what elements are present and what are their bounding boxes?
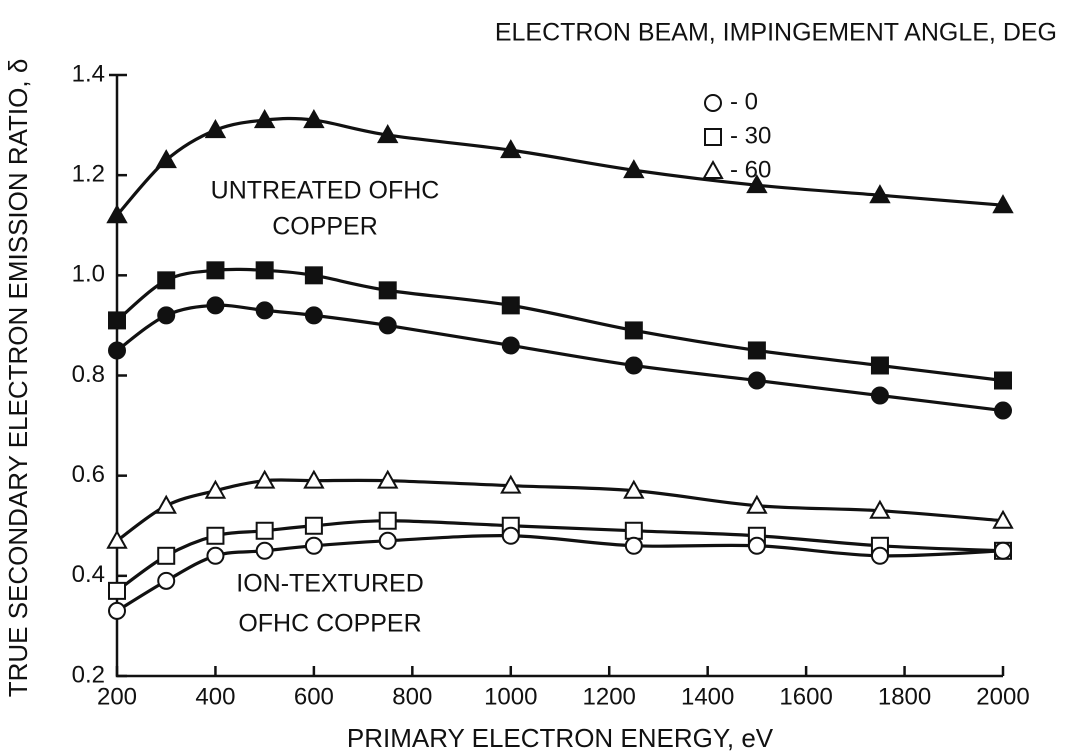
y-tick-label: 0.6 — [72, 461, 105, 488]
marker — [378, 281, 397, 300]
y-tick-label: 1.2 — [72, 161, 105, 188]
y-tick-label: 0.8 — [72, 361, 105, 388]
marker — [869, 499, 891, 519]
y-axis-label: TRUE SECONDARY ELECTRON EMISSION RATIO, … — [3, 59, 33, 698]
x-tick-label: 600 — [294, 683, 334, 710]
marker — [255, 261, 274, 280]
y-tick-label: 0.2 — [72, 661, 105, 688]
marker — [994, 371, 1012, 390]
y-tick-label: 0.4 — [72, 561, 105, 588]
marker — [206, 296, 225, 315]
x-axis-label: PRIMARY ELECTRON ENERGY, eV — [347, 723, 774, 753]
marker — [747, 536, 766, 555]
marker — [378, 531, 397, 550]
marker — [303, 469, 325, 489]
marker — [992, 509, 1014, 529]
marker — [870, 386, 889, 405]
legend-label: - 0 — [730, 88, 758, 115]
marker — [157, 306, 176, 325]
marker — [106, 529, 128, 549]
marker — [303, 109, 325, 129]
marker — [992, 194, 1014, 214]
annotation: UNTREATED OFHC — [211, 177, 440, 205]
marker — [253, 469, 276, 489]
marker — [746, 494, 768, 514]
marker — [501, 296, 520, 315]
x-tick-label: 2000 — [976, 683, 1029, 710]
marker — [500, 139, 522, 159]
annotation: OFHC COPPER — [238, 610, 421, 638]
marker — [870, 546, 889, 565]
x-tick-label: 1000 — [484, 683, 537, 710]
marker — [108, 311, 126, 330]
x-tick-label: 1800 — [878, 683, 931, 710]
x-tick-label: 800 — [392, 683, 432, 710]
x-tick-label: 1200 — [583, 683, 636, 710]
marker — [378, 511, 397, 530]
marker — [255, 541, 274, 560]
marker — [155, 149, 177, 169]
legend-marker — [702, 159, 724, 179]
y-tick-label: 1.4 — [72, 60, 105, 87]
marker — [500, 474, 522, 494]
marker — [206, 546, 225, 565]
marker — [501, 336, 520, 355]
marker — [870, 356, 889, 375]
marker — [304, 536, 323, 555]
annotation: ION-TEXTURED — [236, 570, 424, 598]
marker — [994, 401, 1012, 420]
marker — [746, 174, 768, 194]
x-tick-label: 400 — [195, 683, 235, 710]
marker — [377, 469, 399, 489]
y-tick-label: 1.0 — [72, 261, 105, 288]
marker — [157, 571, 176, 590]
marker — [255, 301, 274, 320]
marker — [994, 541, 1012, 560]
marker — [204, 119, 227, 139]
marker — [304, 306, 323, 325]
marker — [206, 261, 225, 280]
marker — [623, 479, 645, 499]
marker — [255, 521, 274, 540]
marker — [304, 266, 323, 285]
marker — [624, 356, 643, 375]
marker — [108, 341, 126, 360]
marker — [869, 184, 891, 204]
legend-title: ELECTRON BEAM, IMPINGEMENT ANGLE, DEG — [495, 19, 1057, 47]
marker — [108, 581, 126, 600]
x-tick-label: 1600 — [779, 683, 832, 710]
legend-marker — [704, 128, 722, 146]
marker — [624, 321, 643, 340]
marker — [253, 109, 276, 129]
x-tick-label: 200 — [97, 683, 137, 710]
marker — [747, 341, 766, 360]
line — [115, 267, 1004, 383]
legend-label: - 30 — [730, 122, 771, 149]
legend-label: - 60 — [730, 156, 771, 183]
legend-marker — [704, 94, 722, 112]
marker — [157, 546, 176, 565]
marker — [377, 124, 399, 144]
line — [116, 303, 1004, 413]
x-tick-label: 1400 — [681, 683, 734, 710]
marker — [747, 371, 766, 390]
marker — [501, 526, 520, 545]
marker — [206, 526, 225, 545]
marker — [157, 271, 176, 290]
marker — [204, 479, 227, 499]
marker — [624, 536, 643, 555]
marker — [108, 601, 126, 620]
marker — [623, 159, 645, 179]
annotation: COPPER — [272, 213, 378, 241]
marker — [624, 521, 643, 540]
marker — [304, 516, 323, 535]
marker — [106, 204, 128, 224]
marker — [155, 494, 177, 514]
marker — [378, 316, 397, 335]
